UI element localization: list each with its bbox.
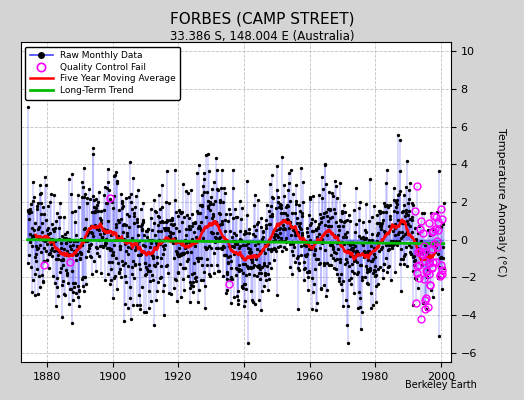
Legend: Raw Monthly Data, Quality Control Fail, Five Year Moving Average, Long-Term Tren: Raw Monthly Data, Quality Control Fail, … — [26, 46, 180, 100]
Text: 33.386 S, 148.004 E (Australia): 33.386 S, 148.004 E (Australia) — [170, 30, 354, 43]
Text: FORBES (CAMP STREET): FORBES (CAMP STREET) — [170, 12, 354, 27]
Text: Berkeley Earth: Berkeley Earth — [405, 380, 477, 390]
Y-axis label: Temperature Anomaly (°C): Temperature Anomaly (°C) — [496, 128, 506, 276]
